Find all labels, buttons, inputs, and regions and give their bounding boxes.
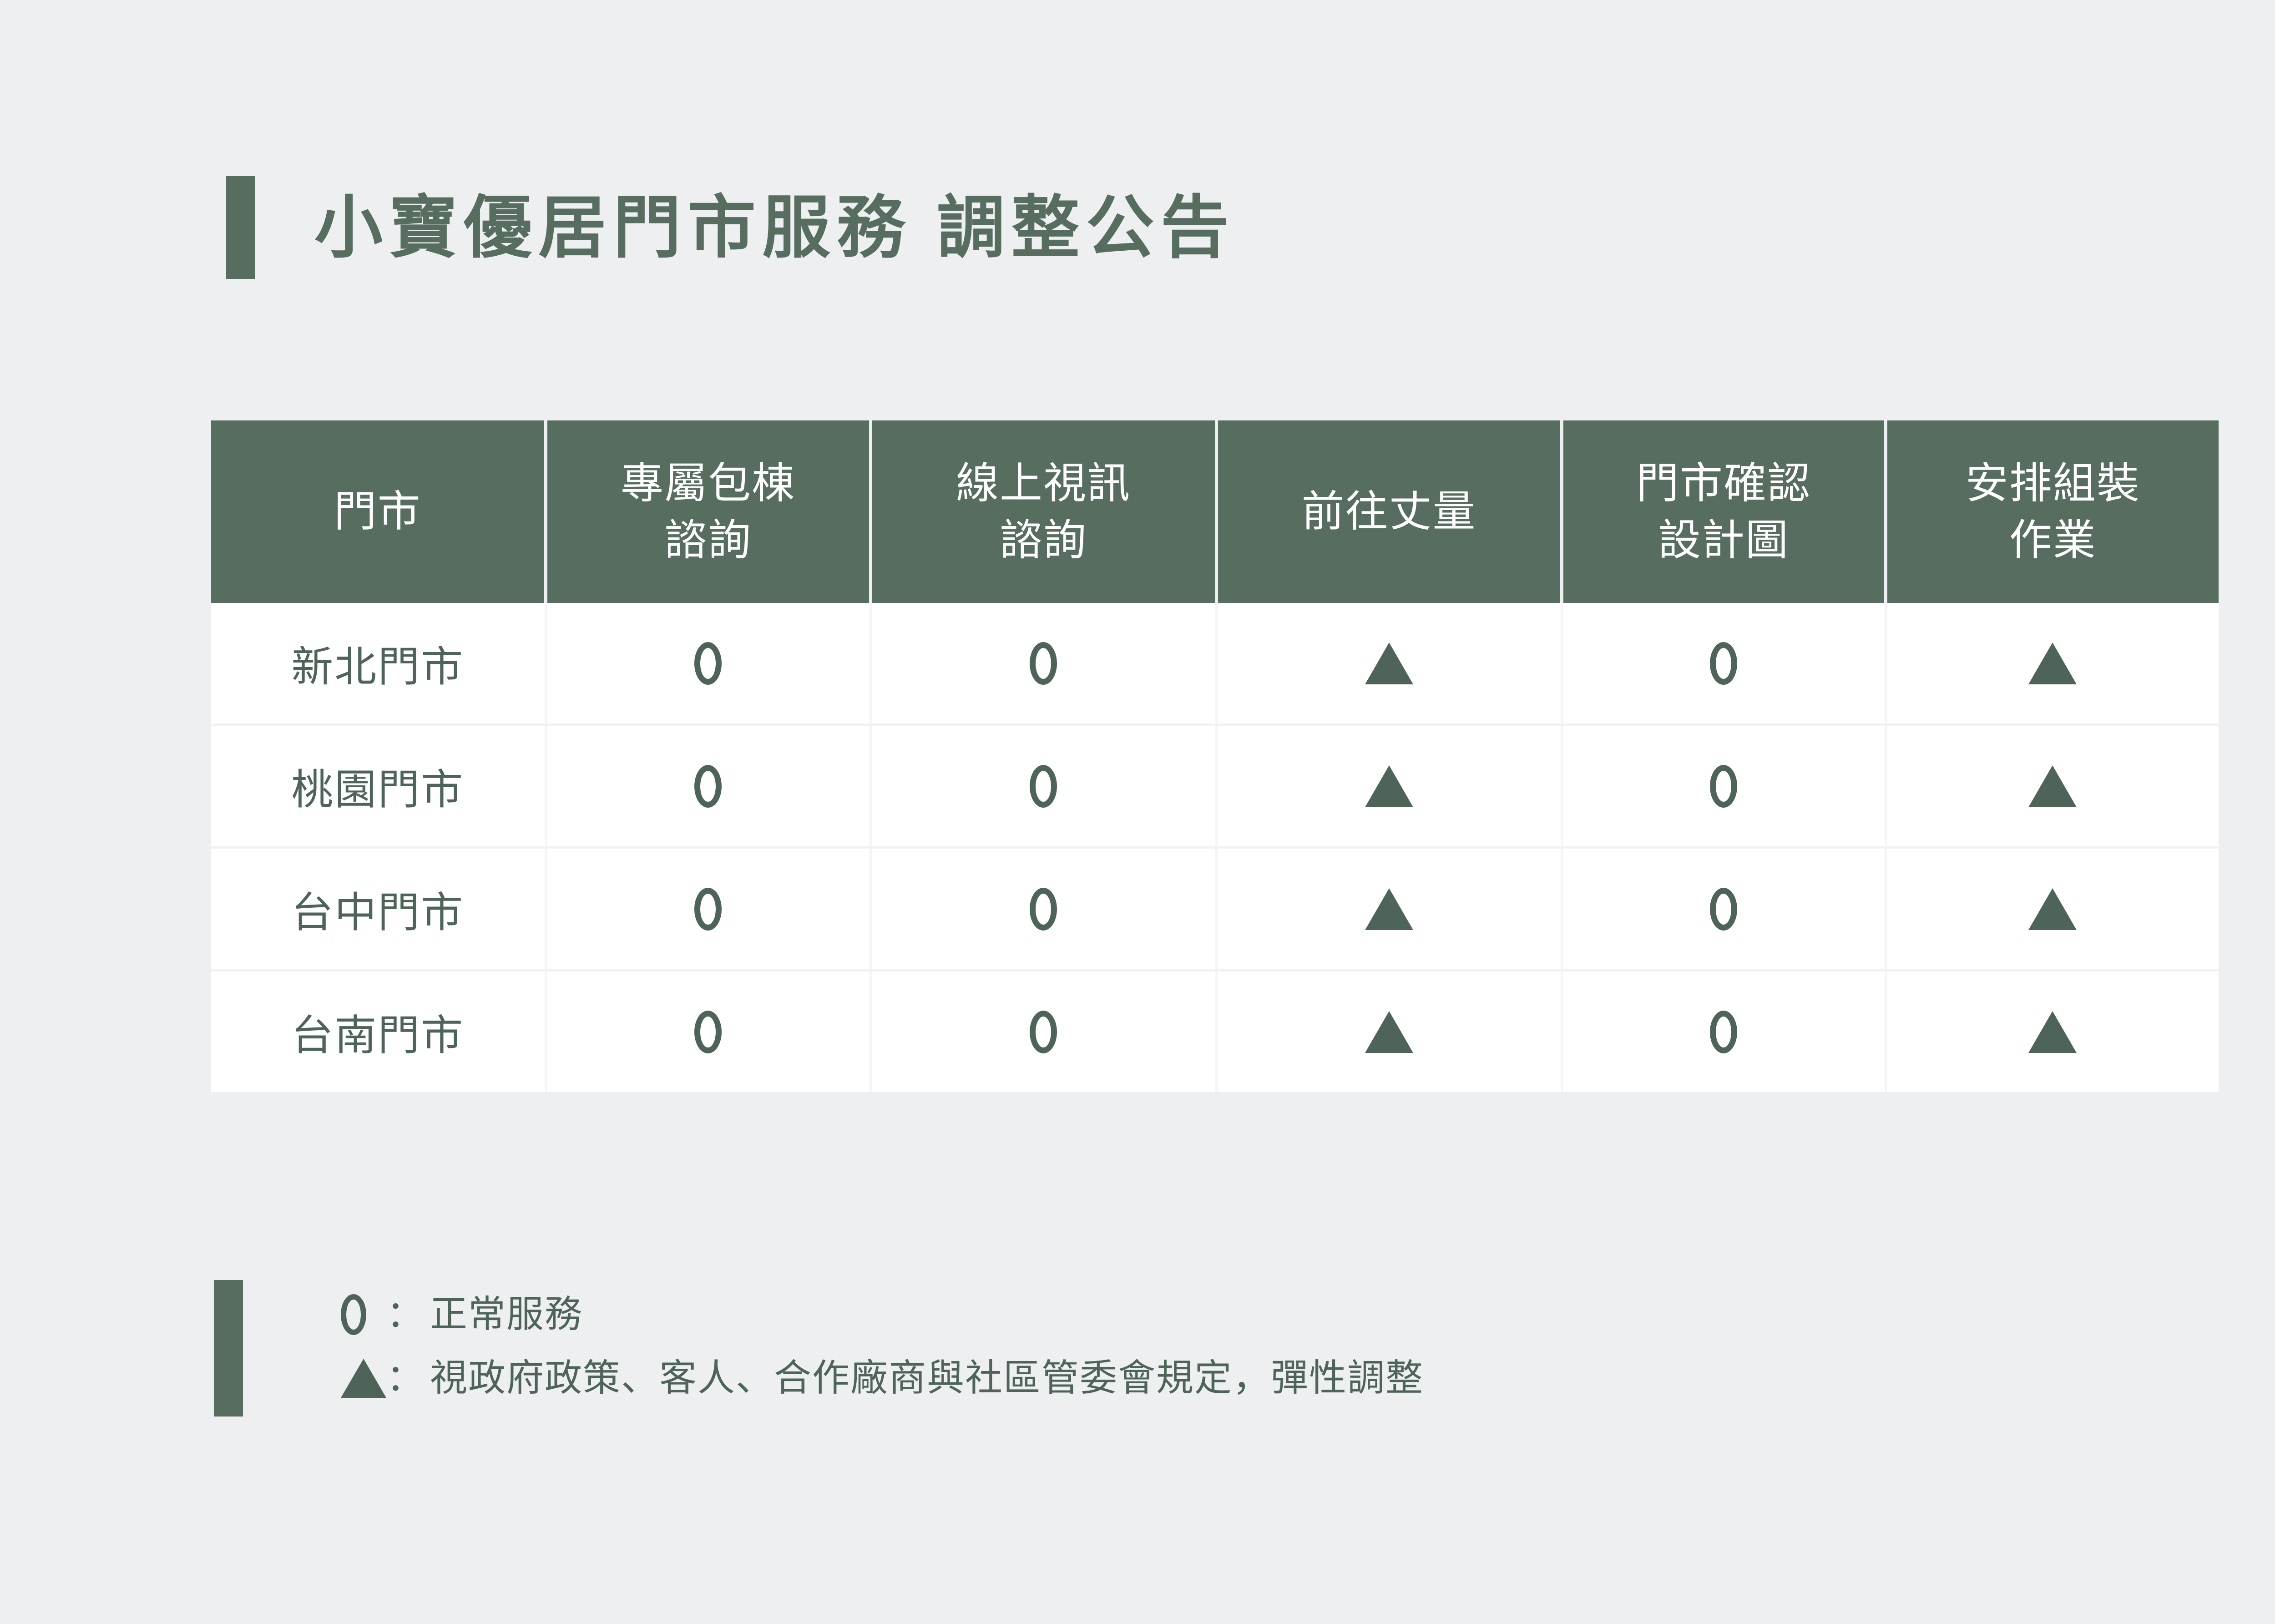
- status-cell: [1216, 970, 1563, 1092]
- store-name-cell: 台中門市: [211, 847, 547, 971]
- circle-icon: [1710, 764, 1737, 808]
- triangle-icon: [2028, 765, 2077, 807]
- page-title-block: 小寶優居門市服務 調整公告: [226, 168, 1235, 287]
- legend-item-normal-service: ： 正常服務: [341, 1283, 1424, 1346]
- circle-icon: [694, 764, 722, 808]
- column-header-online-video-consult: 線上視訊 諮詢: [870, 420, 1218, 603]
- store-name-cell: 新北門市: [211, 603, 547, 726]
- service-table-container: 門市 專屬包棟 諮詢 線上視訊 諮詢 前往丈量 門市確認 設計圖: [211, 420, 2219, 1092]
- store-name-cell: 台南門市: [211, 970, 547, 1092]
- service-adjustment-table: 門市 專屬包棟 諮詢 線上視訊 諮詢 前往丈量 門市確認 設計圖: [211, 420, 2219, 1092]
- table-row: 台中門市: [211, 847, 2219, 971]
- circle-icon: [1710, 642, 1737, 685]
- status-cell: [1216, 847, 1563, 971]
- column-header-schedule-assembly: 安排組裝 作業: [1886, 420, 2219, 603]
- legend-block: ： 正常服務 ： 視政府政策、客人、合作廠商與社區管委會規定，彈性調整: [214, 1280, 1424, 1417]
- status-cell: [1562, 603, 1887, 726]
- legend-label: 視政府政策、客人、合作廠商與社區管委會規定，彈性調整: [430, 1357, 1424, 1399]
- status-cell: [1886, 724, 2219, 849]
- title-accent-bar: [226, 176, 255, 279]
- circle-icon: [1710, 887, 1737, 931]
- status-cell: [1562, 970, 1887, 1092]
- table-body: 新北門市 桃園門市 台中門市: [211, 603, 2219, 1092]
- circle-icon: [694, 1010, 722, 1053]
- store-name-cell: 桃園門市: [211, 724, 547, 849]
- triangle-icon: [2028, 642, 2077, 684]
- legend-colon: ：: [386, 1294, 424, 1335]
- status-cell: [870, 847, 1218, 971]
- status-cell: [546, 970, 872, 1092]
- status-cell: [1216, 724, 1563, 849]
- column-header-store: 門市: [211, 420, 547, 603]
- triangle-icon: [1365, 765, 1413, 807]
- circle-icon: [1030, 764, 1057, 808]
- circle-icon: [1030, 887, 1057, 931]
- triangle-icon: [2028, 1011, 2077, 1053]
- status-cell: [1216, 603, 1563, 726]
- table-header-row: 門市 專屬包棟 諮詢 線上視訊 諮詢 前往丈量 門市確認 設計圖: [211, 420, 2219, 603]
- circle-icon: [694, 642, 722, 685]
- table-header: 門市 專屬包棟 諮詢 線上視訊 諮詢 前往丈量 門市確認 設計圖: [211, 420, 2219, 603]
- table-row: 桃園門市: [211, 724, 2219, 849]
- circle-icon: [694, 887, 722, 931]
- legend-colon: ：: [386, 1357, 424, 1399]
- legend-item-flexible-adjustment: ： 視政府政策、客人、合作廠商與社區管委會規定，彈性調整: [341, 1346, 1424, 1410]
- triangle-icon: [1365, 642, 1413, 684]
- status-cell: [1886, 970, 2219, 1092]
- legend-accent-bar: [214, 1280, 243, 1417]
- status-cell: [546, 603, 872, 726]
- status-cell: [546, 847, 872, 971]
- triangle-icon: [1365, 888, 1413, 930]
- circle-icon: [1710, 1010, 1737, 1053]
- table-row: 新北門市: [211, 603, 2219, 726]
- status-cell: [870, 724, 1218, 849]
- column-header-exclusive-whole-house-consult: 專屬包棟 諮詢: [546, 420, 872, 603]
- legend-triangle-icon: [341, 1359, 386, 1398]
- column-header-onsite-measurement: 前往丈量: [1216, 420, 1563, 603]
- legend-label: 正常服務: [430, 1294, 583, 1335]
- table-row: 台南門市: [211, 970, 2219, 1092]
- status-cell: [1562, 847, 1887, 971]
- legend-circle-icon: [341, 1294, 386, 1335]
- status-cell: [870, 970, 1218, 1092]
- page-title: 小寶優居門市服務 調整公告: [314, 189, 1235, 266]
- circle-icon: [1030, 642, 1057, 685]
- status-cell: [1886, 847, 2219, 971]
- status-cell: [1562, 724, 1887, 849]
- triangle-icon: [2028, 888, 2077, 930]
- legend-list: ： 正常服務 ： 視政府政策、客人、合作廠商與社區管委會規定，彈性調整: [341, 1283, 1424, 1410]
- circle-icon: [1030, 1010, 1057, 1053]
- status-cell: [1886, 603, 2219, 726]
- triangle-icon: [1365, 1011, 1413, 1053]
- status-cell: [870, 603, 1218, 726]
- status-cell: [546, 724, 872, 849]
- column-header-store-confirm-design: 門市確認 設計圖: [1562, 420, 1887, 603]
